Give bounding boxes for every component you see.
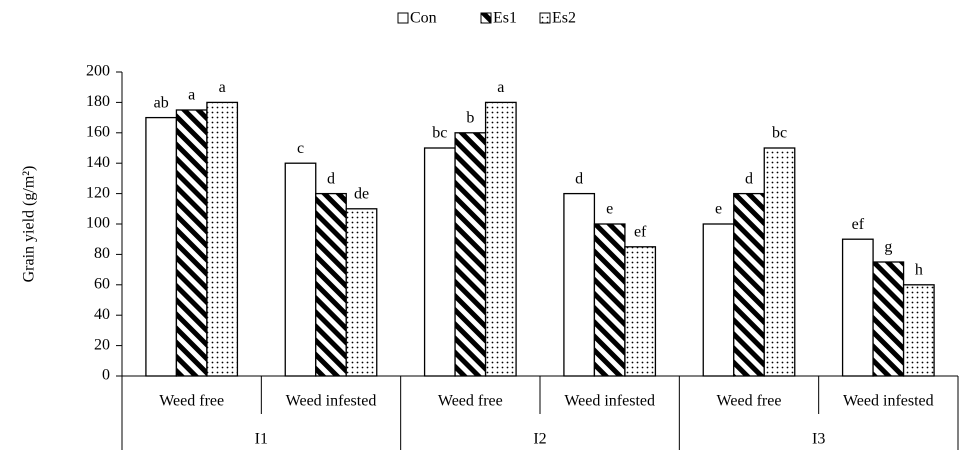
- y-tick-label: 180: [86, 93, 110, 110]
- bar: [175, 109, 208, 377]
- x-tick-label: Weed infested: [286, 393, 377, 410]
- bar: [624, 246, 657, 377]
- y-tick-label: 0: [102, 367, 110, 384]
- y-tick-label: 20: [94, 336, 110, 353]
- bar: [763, 147, 796, 377]
- y-tick-label: 40: [94, 306, 110, 323]
- group-label: I2: [533, 431, 546, 448]
- bar: [423, 147, 456, 377]
- bar: [484, 101, 517, 377]
- bar: [872, 261, 905, 377]
- bar: [733, 192, 765, 377]
- bar: [284, 162, 317, 377]
- x-tick-label: Weed free: [159, 393, 224, 410]
- x-tick-label: Weed infested: [564, 393, 655, 410]
- bar-annotation: d: [327, 170, 335, 187]
- bar-annotation: e: [606, 201, 613, 218]
- bar: [454, 132, 487, 377]
- y-tick-label: 120: [86, 184, 110, 201]
- bar-annotation: ab: [154, 94, 169, 111]
- y-tick-label: 140: [86, 154, 110, 171]
- legend-swatch: [480, 12, 492, 24]
- bar-annotation: ef: [852, 216, 865, 233]
- x-tick-label: Weed free: [438, 393, 503, 410]
- bar-annotation: a: [188, 87, 195, 104]
- bar-annotation: d: [745, 170, 753, 187]
- bar: [145, 116, 178, 377]
- legend-label: Es2: [552, 10, 576, 27]
- bar-annotation: g: [884, 239, 892, 256]
- y-tick-label: 100: [86, 215, 110, 232]
- y-tick-label: 60: [94, 275, 110, 292]
- legend-swatch: [397, 12, 409, 24]
- legend-label: Es1: [493, 10, 517, 27]
- bar: [563, 192, 596, 377]
- bar-annotation: ef: [634, 223, 647, 240]
- x-tick-label: Weed infested: [843, 393, 934, 410]
- bar-annotation: a: [219, 79, 226, 96]
- bar-annotation: d: [575, 170, 583, 187]
- legend-swatch: [539, 12, 551, 24]
- bar: [702, 223, 735, 377]
- bar-annotation: e: [715, 201, 722, 218]
- y-tick-label: 80: [94, 245, 110, 262]
- bar-annotation: b: [466, 109, 474, 126]
- group-label: I3: [812, 431, 825, 448]
- x-tick-label: Weed free: [717, 393, 782, 410]
- bar-annotation: a: [497, 79, 504, 96]
- group-label: I1: [255, 431, 268, 448]
- y-tick-label: 160: [86, 123, 110, 140]
- bar-annotation: bc: [772, 125, 787, 142]
- bar-annotation: c: [297, 140, 304, 157]
- y-tick-label: 200: [86, 63, 110, 80]
- bar-annotation: de: [354, 185, 369, 202]
- bar-annotation: h: [915, 261, 923, 278]
- bar: [345, 208, 378, 377]
- bar-annotation: bc: [432, 125, 447, 142]
- bar: [593, 223, 626, 377]
- y-axis-label: Grain yield (g/m²): [21, 166, 38, 283]
- bar: [902, 284, 935, 377]
- legend-label: Con: [410, 10, 437, 27]
- bar: [841, 238, 874, 377]
- bar: [206, 101, 239, 377]
- bar: [315, 192, 347, 377]
